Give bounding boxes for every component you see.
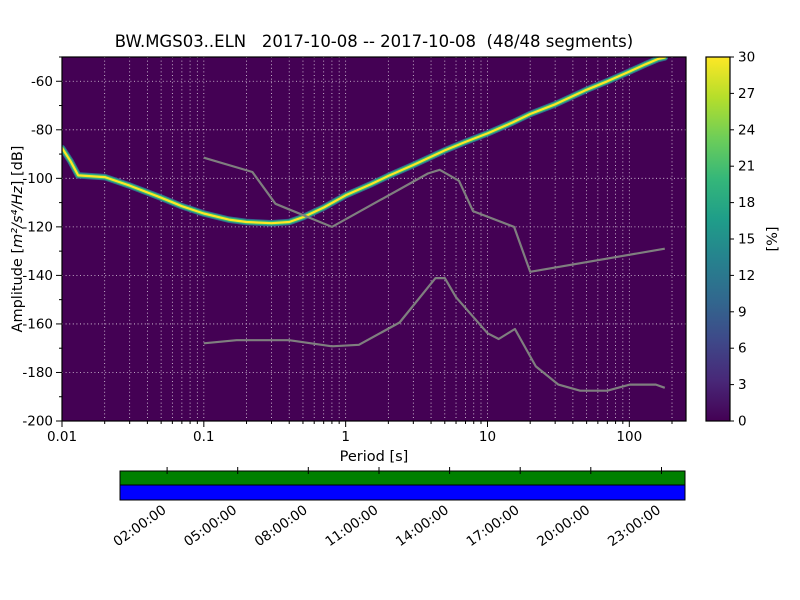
psd-mode-line-core: [62, 57, 666, 225]
grid-lines: [61, 57, 686, 421]
y-tick-label: -140: [22, 268, 53, 284]
generated-chart-layers: 0.01 0.1 1 10 100 -200 -180 -160 -140 -120 -100 -80…: [10, 50, 755, 551]
colorbar-tick-label: 9: [738, 304, 747, 320]
colorbar-tick-label: 21: [738, 159, 755, 175]
colorbar-tick-label: 30: [738, 50, 755, 66]
noise-model-high-line: [203, 156, 665, 273]
x-tick-label: 0.01: [47, 429, 77, 445]
y-tick-label: -80: [31, 122, 53, 138]
plot-content: [62, 57, 669, 392]
colorbar-tick-label: 18: [738, 195, 755, 211]
x-tick-label: 0.1: [193, 429, 214, 445]
time-tick-label: 23:00:00: [605, 502, 664, 550]
y-tick-label: -180: [22, 365, 53, 381]
colorbar-gradient: [706, 57, 730, 421]
availability-tick-labels: 02:00:00 05:00:00 08:00:00 11:00:00 14:00:00…: [111, 502, 664, 550]
y-tick-label: -60: [31, 74, 53, 90]
y-tick-labels: -200 -180 -160 -140 -120 -100 -80 -60: [22, 74, 53, 430]
colorbar-tick-label: 24: [738, 122, 755, 138]
time-tick-label: 14:00:00: [393, 502, 452, 550]
availability-bar-segments: [119, 484, 686, 501]
availability-bar-coverage: [119, 470, 686, 486]
time-tick-label: 20:00:00: [534, 502, 593, 550]
time-tick-label: 17:00:00: [464, 502, 523, 550]
time-tick-label: 02:00:00: [111, 502, 170, 550]
x-tick-label: 100: [616, 429, 642, 445]
x-tick-labels: 0.01 0.1 1 10 100: [47, 429, 642, 445]
colorbar-tick-label: 3: [738, 377, 747, 393]
colorbar-tick-label: 0: [738, 414, 747, 430]
plot-border: [61, 56, 687, 422]
plot-title: BW.MGS03..ELN 2017-10-08 -- 2017-10-08 (…: [115, 32, 633, 51]
colorbar-label: [%]: [765, 226, 781, 251]
y-tick-label: -160: [22, 316, 53, 332]
colorbar-ticks: [730, 56, 734, 422]
colorbar-tick-label: 15: [738, 232, 755, 248]
availability-ticks: [166, 467, 662, 474]
y-tick-label: -120: [22, 219, 53, 235]
colorbar-tick-label: 6: [738, 341, 747, 357]
y-tick-label: -200: [22, 414, 53, 430]
noise-model-low-line: [203, 277, 666, 392]
time-tick-label: 08:00:00: [252, 502, 311, 550]
colorbar-tick-label: 27: [738, 86, 755, 102]
colorbar-tick-labels: 0 3 6 9 12 15 18 21 24 27 30: [738, 50, 755, 430]
y-tick-label: -100: [22, 171, 53, 187]
y-axis-label: Amplitude [m²/s⁴/Hz] [dB]: [10, 146, 26, 333]
time-tick-label: 11:00:00: [322, 502, 381, 550]
time-tick-label: 05:00:00: [181, 502, 240, 550]
colorbar-tick-label: 12: [738, 268, 755, 284]
axes-ticks: [56, 56, 673, 427]
x-tick-label: 10: [479, 429, 496, 445]
x-axis-label: Period [s]: [340, 449, 409, 465]
psd-histogram-background: [62, 57, 686, 421]
x-tick-label: 1: [341, 429, 350, 445]
